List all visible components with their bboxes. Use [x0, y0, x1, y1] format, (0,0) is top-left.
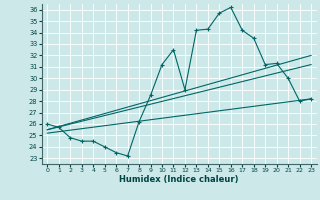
X-axis label: Humidex (Indice chaleur): Humidex (Indice chaleur): [119, 175, 239, 184]
